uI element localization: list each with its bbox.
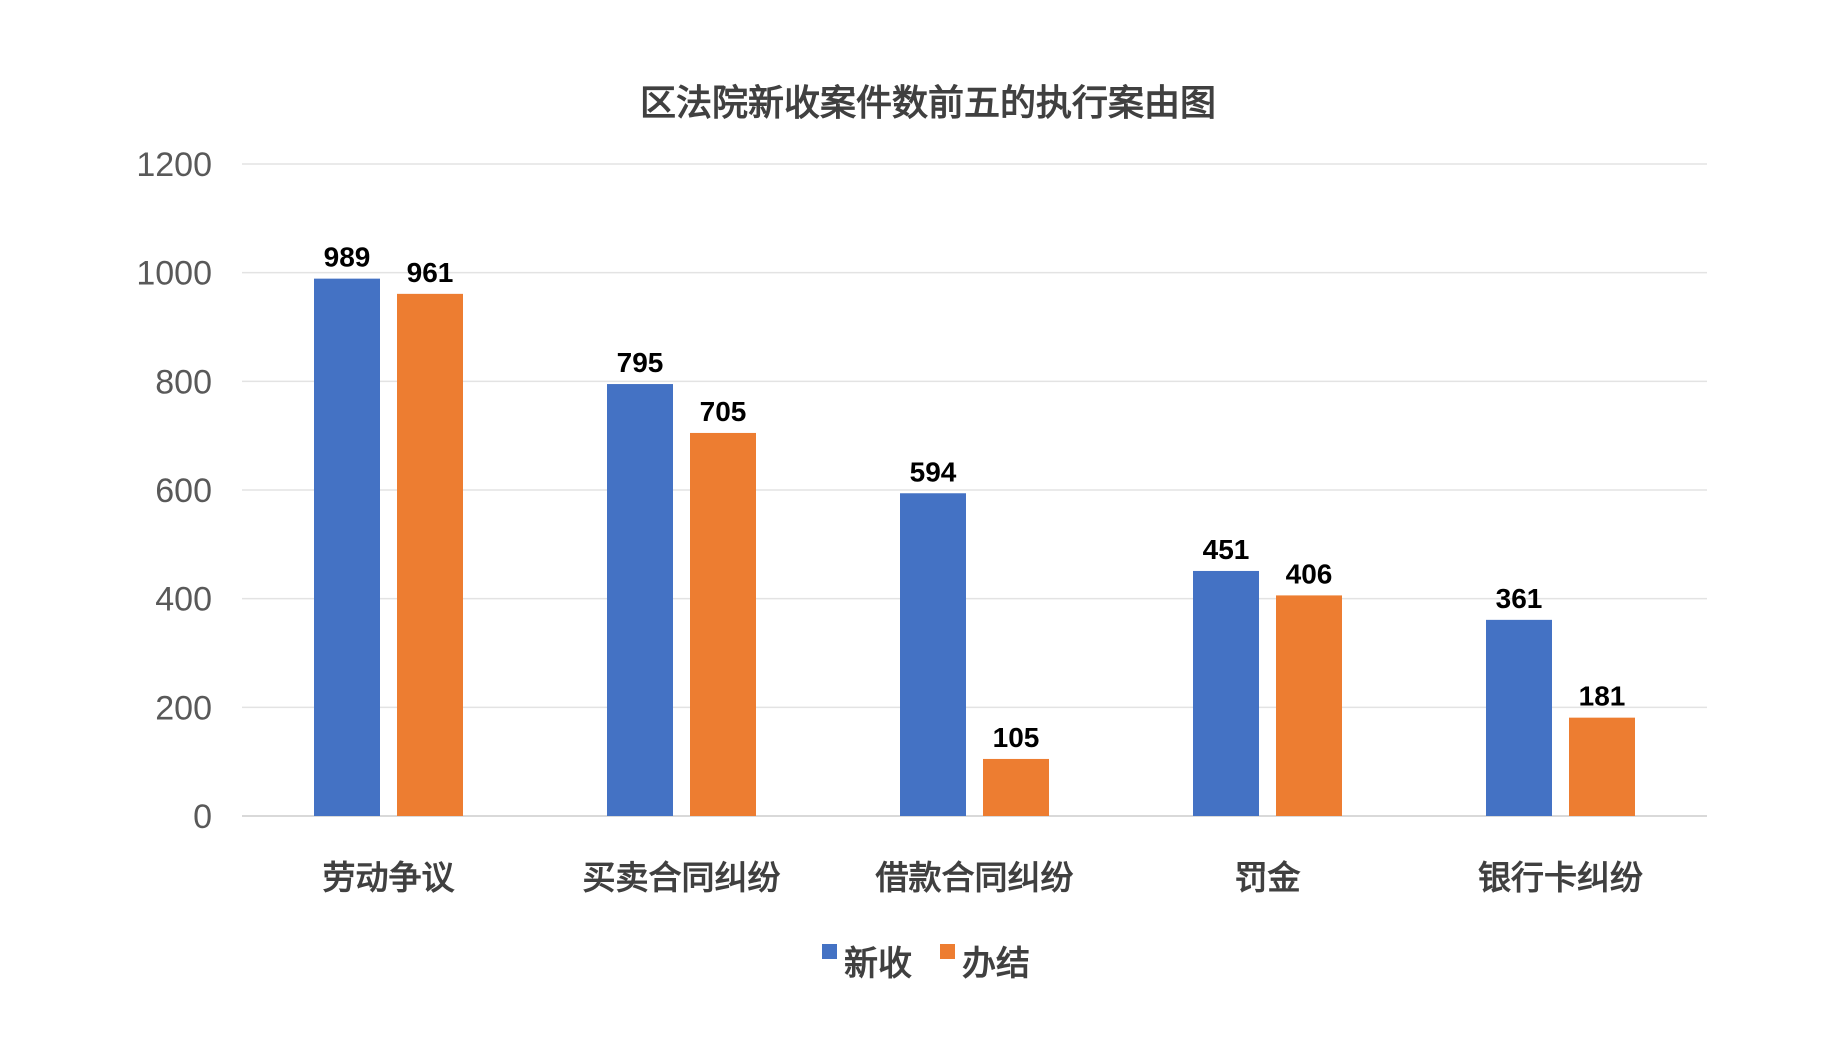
data-label: 961 xyxy=(407,257,454,288)
data-label: 105 xyxy=(993,722,1040,753)
gridlines xyxy=(242,163,1707,817)
x-tick-label: 罚金 xyxy=(1235,858,1302,897)
chart-title: 区法院新收案件数前五的执行案由图 xyxy=(640,83,1216,124)
data-label: 594 xyxy=(910,456,957,487)
y-tick-label: 200 xyxy=(155,689,212,727)
data-label: 989 xyxy=(324,242,371,273)
data-labels: 989 961 795 705 594 105 451 406 361 181 xyxy=(324,242,1626,753)
bar xyxy=(1486,619,1552,816)
legend-swatch xyxy=(940,944,955,959)
data-label: 705 xyxy=(700,396,747,427)
x-tick-label: 买卖合同纠纷 xyxy=(583,858,781,897)
x-axis-ticks: 劳动争议 买卖合同纠纷 借款合同纠纷 罚金 银行卡纠纷 xyxy=(323,858,1644,897)
y-axis-ticks: 0 200 400 600 800 1000 1200 xyxy=(136,146,212,836)
y-tick-label: 600 xyxy=(155,472,212,510)
bar xyxy=(983,758,1049,816)
data-label: 406 xyxy=(1286,558,1333,589)
data-label: 795 xyxy=(617,347,664,378)
x-tick-label: 劳动争议 xyxy=(323,858,456,897)
y-tick-label: 1200 xyxy=(136,146,212,184)
bars xyxy=(314,278,1635,817)
y-tick-label: 0 xyxy=(193,798,212,836)
bar xyxy=(900,493,966,816)
bar xyxy=(1276,595,1342,816)
bar xyxy=(314,278,380,817)
y-tick-label: 400 xyxy=(155,581,212,619)
bar xyxy=(607,384,673,816)
bar xyxy=(690,432,756,816)
x-tick-label: 银行卡纠纷 xyxy=(1478,858,1643,897)
data-label: 361 xyxy=(1496,583,1543,614)
data-label: 181 xyxy=(1579,681,1626,712)
legend-swatch xyxy=(822,944,837,959)
data-label: 451 xyxy=(1203,534,1250,565)
bar xyxy=(1193,570,1259,816)
y-tick-label: 800 xyxy=(155,363,212,401)
legend-label: 新收 xyxy=(844,944,912,984)
y-tick-label: 1000 xyxy=(136,255,212,293)
legend: 新收 办结 xyxy=(822,944,1030,984)
x-tick-label: 借款合同纠纷 xyxy=(875,858,1074,897)
bar xyxy=(1569,717,1635,816)
legend-label: 办结 xyxy=(962,944,1030,984)
bar xyxy=(397,293,463,816)
